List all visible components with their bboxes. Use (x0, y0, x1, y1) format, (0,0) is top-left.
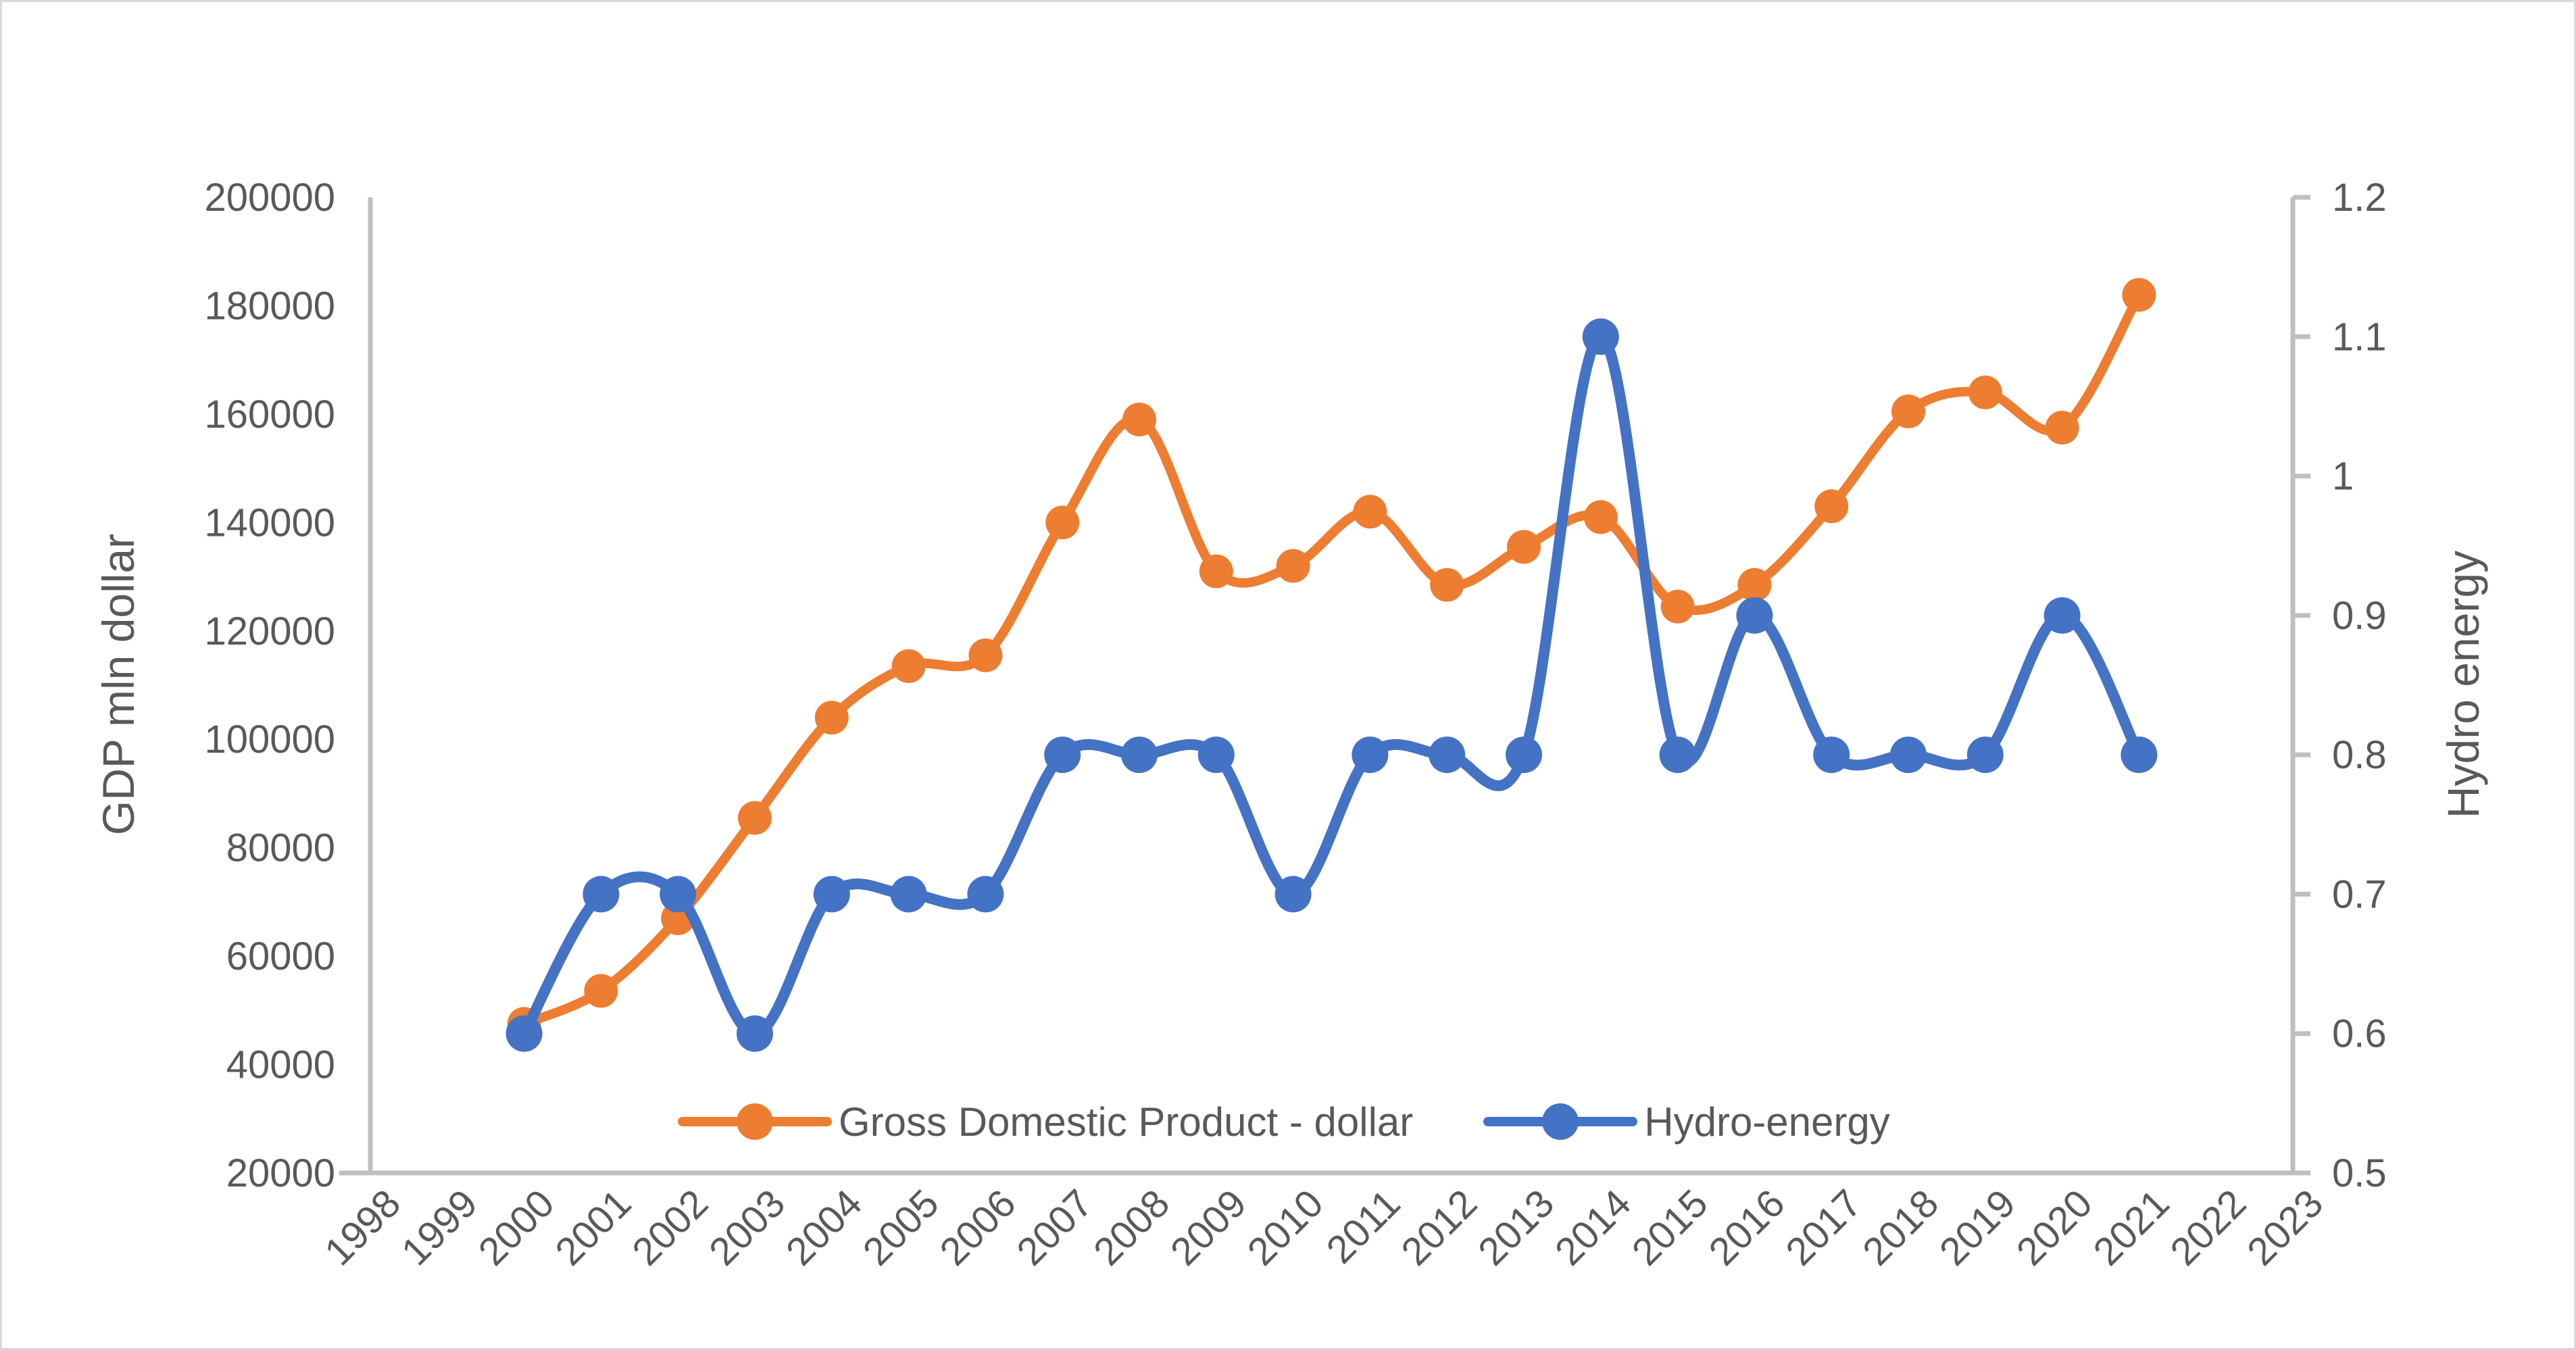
x-tick-label: 2019 (1931, 1181, 2024, 1274)
right-axis-title: Hydro energy (2438, 550, 2488, 819)
hydro-point-2017 (1813, 736, 1850, 774)
gdp-point-2008 (1122, 402, 1156, 436)
hydro-point-2006 (967, 876, 1004, 913)
gdp-point-2011 (1353, 495, 1387, 529)
y-left-tick-label: 140000 (204, 501, 335, 545)
x-tick-label: 2014 (1547, 1181, 1639, 1274)
x-tick-label: 2017 (1777, 1181, 1870, 1274)
legend-label-gdp: Gross Domestic Product - dollar (839, 1099, 1414, 1145)
hydro-point-2019 (1966, 736, 2004, 774)
hydro-point-2000 (505, 1015, 543, 1052)
hydro-point-2007 (1044, 736, 1081, 774)
y-left-tick-label: 100000 (204, 718, 335, 761)
y-right-tick-label: 1.1 (2332, 315, 2387, 359)
gdp-point-2016 (1737, 568, 1772, 602)
y-left-tick-label: 120000 (204, 609, 335, 653)
hydro-point-2010 (1274, 876, 1312, 913)
y-right-tick-label: 0.6 (2332, 1012, 2387, 1056)
gdp-point-2018 (1891, 394, 1925, 428)
hydro-point-2009 (1197, 736, 1235, 774)
hydro-point-2021 (2121, 736, 2158, 774)
x-tick-label: 2012 (1393, 1181, 1485, 1274)
gdp-point-2021 (2122, 278, 2156, 312)
hydro-point-2008 (1121, 736, 1158, 774)
hydro-point-2005 (890, 876, 927, 913)
gdp-point-2003 (738, 801, 772, 835)
gdp-point-2005 (891, 649, 926, 683)
x-tick-label: 2007 (1008, 1181, 1101, 1274)
y-right-tick-label: 0.8 (2332, 733, 2387, 777)
x-tick-label: 2003 (701, 1181, 793, 1274)
x-tick-label: 2015 (1624, 1181, 1716, 1274)
y-right-tick-label: 0.9 (2332, 594, 2387, 638)
hydro-point-2016 (1736, 597, 1773, 634)
gdp-point-2014 (1583, 500, 1618, 534)
x-tick-label: 2010 (1239, 1181, 1332, 1274)
x-tick-label: 2023 (2239, 1181, 2331, 1274)
y-right-tick-label: 0.7 (2332, 872, 2387, 916)
x-tick-label: 2004 (778, 1181, 870, 1274)
gdp-point-2004 (814, 701, 849, 735)
gdp-point-2012 (1430, 568, 1464, 602)
legend-item-hydro: Hydro-energy (1483, 1099, 1890, 1145)
hydro-point-2001 (583, 876, 620, 913)
x-tick-label: 1999 (393, 1181, 486, 1274)
hydro-point-2020 (2044, 597, 2081, 634)
gdp-series-line (519, 290, 2144, 1029)
y-left-tick-label: 40000 (226, 1043, 335, 1087)
hydro-point-2015 (1659, 736, 1696, 774)
y-right-tick-label: 0.5 (2332, 1151, 2387, 1195)
gdp-point-2019 (1968, 375, 2002, 409)
x-tick-label: 2022 (2162, 1181, 2254, 1274)
gdp-point-2015 (1660, 589, 1695, 624)
y-right-tick-label: 1 (2332, 455, 2354, 499)
x-tick-label: 2006 (931, 1181, 1024, 1274)
gdp-point-2009 (1199, 554, 1233, 589)
gdp-point-2001 (584, 974, 618, 1008)
gdp-point-2017 (1814, 489, 1849, 524)
hydro-point-2011 (1352, 736, 1389, 774)
gdp-series-legend-marker-icon (678, 1117, 832, 1126)
x-tick-label: 2002 (624, 1181, 716, 1274)
x-tick-label: 2001 (547, 1181, 639, 1274)
hydro-point-2002 (660, 876, 697, 913)
hydro-point-2003 (737, 1015, 773, 1052)
hydro-point-2013 (1506, 736, 1542, 774)
x-tick-label: 2009 (1162, 1181, 1255, 1274)
x-tick-label: 2011 (1318, 1181, 1408, 1272)
y-left-tick-label: 180000 (204, 284, 335, 328)
y-left-tick-label: 20000 (226, 1151, 335, 1195)
hydro-point-2014 (1582, 318, 1619, 355)
y-right-tick-label: 1.2 (2332, 176, 2387, 220)
x-tick-label: 2020 (2008, 1181, 2101, 1274)
gdp-point-2010 (1276, 549, 1310, 583)
x-tick-label: 2018 (1854, 1181, 1947, 1274)
gdp-point-2006 (968, 638, 1003, 672)
y-left-tick-label: 160000 (204, 393, 335, 436)
y-left-tick-label: 60000 (226, 934, 335, 978)
legend-label-hydro: Hydro-energy (1644, 1099, 1890, 1145)
x-tick-label: 2013 (1470, 1181, 1562, 1274)
x-tick-label: 2016 (1700, 1181, 1793, 1274)
x-tick-label: 2021 (2085, 1181, 2177, 1274)
y-left-tick-label: 80000 (226, 826, 335, 870)
hydro-series-legend-marker-icon (1483, 1117, 1638, 1126)
gdp-point-2007 (1045, 505, 1080, 540)
legend-item-gdp: Gross Domestic Product - dollar (678, 1099, 1413, 1145)
x-tick-label: 2005 (855, 1181, 947, 1274)
hydro-point-2004 (813, 876, 850, 913)
hydro-point-2012 (1429, 736, 1466, 774)
hydro-point-2018 (1890, 736, 1927, 774)
legend: Gross Domestic Product - dollar Hydro-en… (678, 1098, 1890, 1145)
gdp-point-2013 (1507, 530, 1541, 564)
x-tick-label: 2008 (1085, 1181, 1178, 1274)
left-axis-title: GDP mln dollar (93, 533, 143, 836)
gdp-point-2020 (2045, 410, 2079, 445)
x-tick-label: 2000 (470, 1181, 563, 1274)
hydro-series-line (518, 331, 2145, 1039)
y-left-tick-label: 200000 (204, 176, 335, 220)
